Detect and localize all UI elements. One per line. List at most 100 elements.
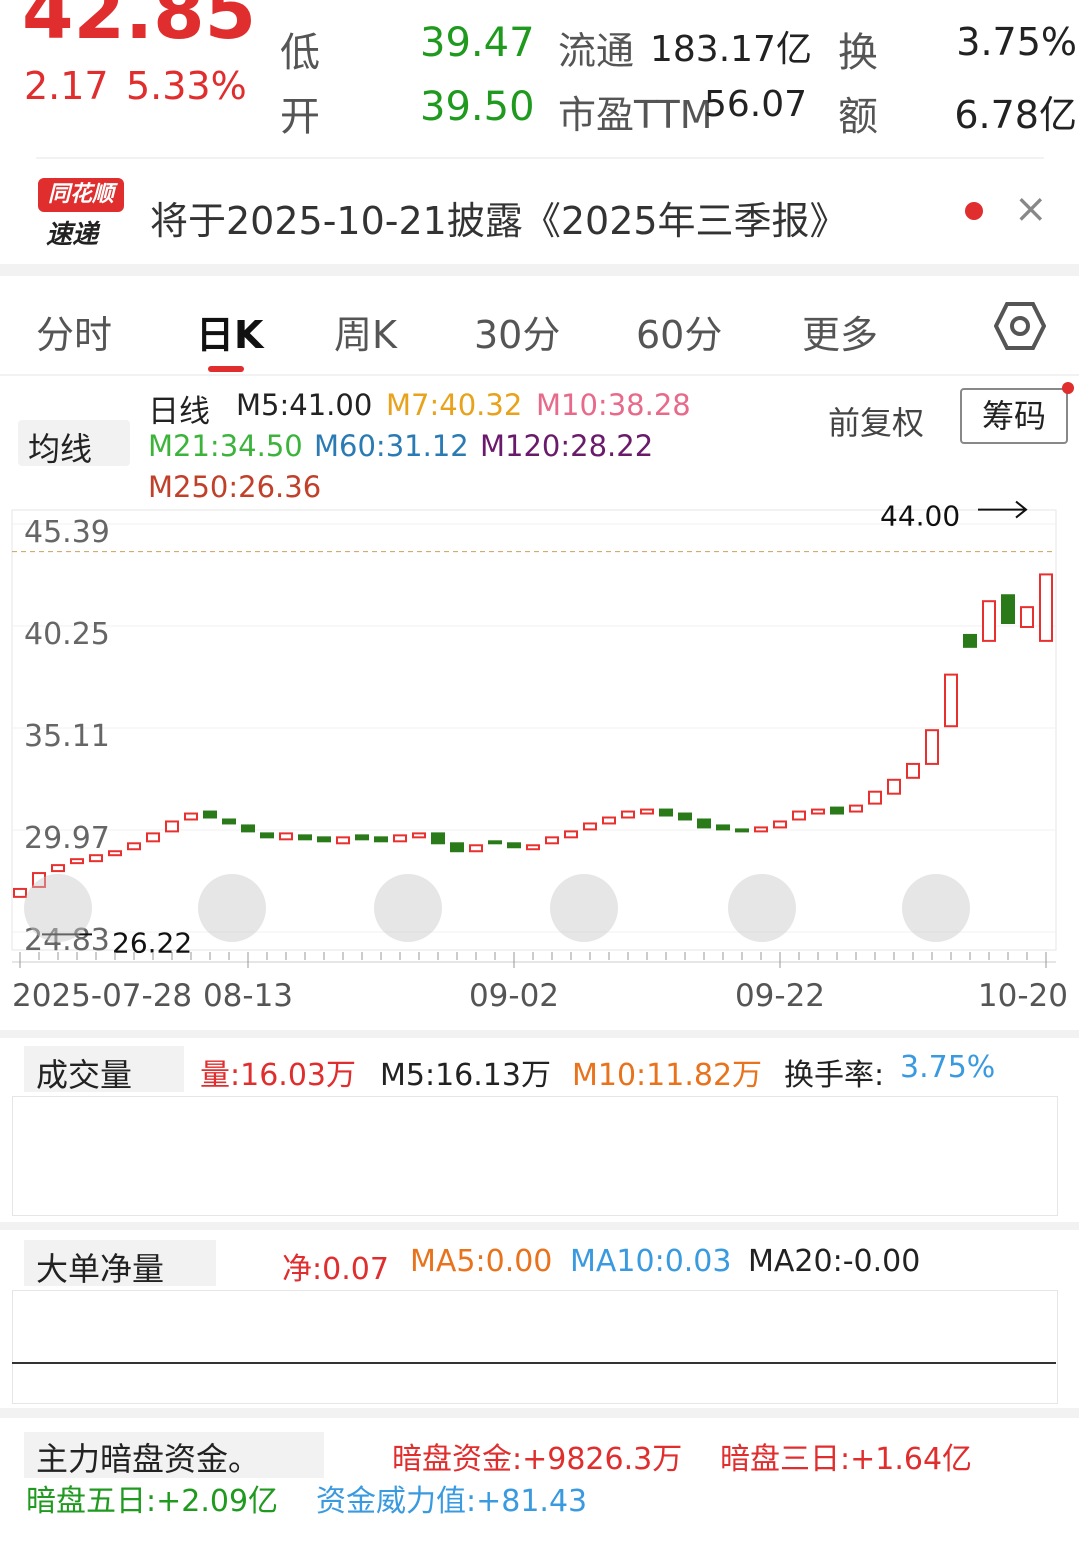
indicator: MA10:0.03 [570, 1244, 732, 1279]
indicator: 量:16.03万 [200, 1058, 356, 1093]
panel-button-bg[interactable] [24, 1240, 216, 1286]
close-button[interactable]: × [1014, 186, 1048, 232]
candle [849, 804, 863, 813]
x-tick-label: 2025-07-28 [12, 978, 192, 1014]
zero-line [12, 1362, 1056, 1364]
indicator: 资金威力值:+81.43 [316, 1484, 588, 1519]
candle [830, 806, 844, 815]
candle [697, 818, 711, 829]
value: 3.75% [956, 20, 1077, 64]
candle [431, 832, 445, 845]
arrow [978, 500, 1028, 519]
ma-legend: M5:41.00 [236, 388, 373, 422]
ma-legend: M250:26.36 [148, 470, 322, 504]
candle [488, 840, 502, 845]
x-tick-label: 09-02 [469, 978, 559, 1014]
x-tick-label: 09-22 [735, 978, 825, 1014]
x-tick-label: 08-13 [203, 978, 293, 1014]
panel-button-bg[interactable] [24, 1046, 184, 1092]
candle [355, 834, 369, 841]
candle [526, 844, 540, 851]
change-pct: 5.33% [126, 64, 247, 108]
tab[interactable]: 30分 [474, 313, 561, 357]
candle [222, 818, 236, 825]
panel-button[interactable]: 主力暗盘资金。 [36, 1440, 261, 1478]
indicator: 3.75% [900, 1050, 996, 1085]
candle [165, 820, 179, 833]
candle [393, 834, 407, 843]
candle [450, 842, 464, 853]
tab[interactable]: 周K [334, 313, 397, 357]
candle [602, 816, 616, 825]
candle [792, 810, 806, 821]
candle [317, 836, 331, 843]
zoom-control [24, 874, 92, 942]
divider [0, 1408, 1079, 1418]
ma-button-bg[interactable] [18, 420, 130, 466]
panel-button-bg[interactable] [24, 1432, 324, 1478]
candle [70, 858, 84, 865]
value: 39.47 [420, 20, 535, 66]
candle [241, 824, 255, 833]
zoom-control [374, 874, 442, 942]
candle [811, 808, 825, 815]
label: 市盈TTM [558, 93, 713, 137]
candle [32, 872, 46, 888]
candle [583, 822, 597, 831]
candle [545, 836, 559, 845]
candle [716, 824, 730, 831]
candle [754, 826, 768, 833]
candle [298, 834, 312, 841]
label: 低 [280, 30, 320, 76]
x-tick-label: 10-20 [978, 978, 1068, 1014]
indicator: 净:0.07 [282, 1252, 389, 1287]
candle [564, 830, 578, 839]
divider [0, 1222, 1079, 1230]
legend-label: 日线 [148, 394, 210, 430]
candle [963, 633, 977, 648]
candle [621, 810, 635, 819]
value: 39.50 [420, 84, 535, 130]
kline-chart: 45.3940.2535.1129.9724.8344.0026.222025-… [11, 500, 1068, 1014]
label: 额 [838, 94, 878, 140]
tab[interactable]: 60分 [636, 313, 723, 357]
tab[interactable]: 更多 [802, 313, 879, 357]
candle [773, 820, 787, 829]
indicator: MA5:0.00 [410, 1244, 553, 1279]
candle [51, 864, 65, 873]
candle [735, 828, 749, 833]
zoom-control [902, 874, 970, 942]
tab[interactable]: 分时 [36, 313, 113, 357]
change: 2.17 [24, 64, 109, 108]
max-label: 44.00 [880, 500, 960, 533]
notice[interactable]: 将于2025-10-21披露《2025年三季报》 [150, 199, 848, 243]
divider [0, 374, 1079, 376]
candle [203, 810, 217, 819]
ma-legend: M7:40.32 [386, 388, 523, 422]
panel-button[interactable]: 成交量 [36, 1056, 133, 1094]
adjust[interactable]: 前复权 [828, 404, 925, 442]
candle [925, 729, 939, 765]
candle [944, 673, 958, 728]
candle [678, 812, 692, 821]
candle [887, 778, 901, 795]
panel-frame [12, 1096, 1058, 1216]
panel-button[interactable]: 大单净量 [36, 1250, 165, 1288]
candle [279, 832, 293, 841]
value: 56.07 [704, 84, 808, 125]
ma-legend: M21:34.50 [148, 429, 303, 463]
y-tick-label: 45.39 [24, 515, 110, 550]
logo: 速递 [46, 220, 99, 250]
candle [906, 762, 920, 779]
ma-legend: M60:31.12 [314, 429, 469, 463]
chips-button[interactable]: 筹码 [960, 388, 1068, 444]
tab[interactable]: 日K [196, 313, 264, 357]
ma-legend: M10:38.28 [536, 388, 691, 422]
dot [1062, 382, 1074, 394]
candle [336, 836, 350, 845]
price: 42.85 [22, 0, 257, 56]
ma-button[interactable]: 均线 [28, 430, 93, 468]
settings-icon[interactable] [994, 302, 1046, 350]
logo: 同花顺 [38, 178, 124, 212]
